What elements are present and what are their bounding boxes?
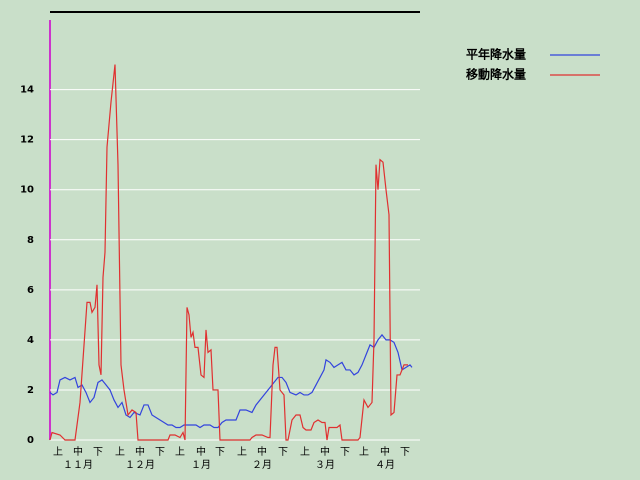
x-tick-label: 下	[215, 447, 225, 458]
x-tick-label: 中	[73, 445, 83, 458]
x-tick-label: 下	[340, 447, 350, 458]
month-label: １２月	[125, 459, 155, 471]
legend-label: 平年降水量	[466, 47, 526, 62]
y-tick-label: 12	[20, 135, 34, 146]
x-tick-label: 中	[135, 445, 145, 458]
series-line	[49, 333, 413, 429]
x-tick-label: 上	[237, 446, 247, 458]
x-tick-label: 中	[320, 445, 330, 458]
month-label: ３月	[315, 459, 335, 471]
y-tick-label: 0	[27, 435, 34, 446]
x-tick-label: 上	[115, 446, 125, 458]
x-tick-label: 下	[278, 447, 288, 458]
legend-label: 移動降水量	[466, 67, 526, 82]
y-tick-label: 2	[27, 385, 34, 396]
x-tick-label: 下	[400, 447, 410, 458]
x-tick-label: 上	[359, 446, 369, 458]
x-tick-label: 上	[175, 446, 185, 458]
month-label: １月	[191, 459, 211, 471]
x-tick-label: 中	[380, 445, 390, 458]
x-tick-label: 上	[53, 446, 63, 458]
y-tick-label: 6	[27, 285, 34, 296]
y-tick-label: 4	[27, 335, 34, 346]
y-tick-label: 14	[20, 85, 34, 96]
y-tick-label: 8	[27, 235, 34, 246]
x-tick-label: 中	[196, 445, 206, 458]
month-label: １１月	[63, 459, 93, 471]
x-tick-label: 中	[257, 445, 267, 458]
month-label: ２月	[252, 459, 272, 471]
x-tick-label: 下	[93, 447, 103, 458]
x-tick-label: 上	[300, 446, 310, 458]
x-tick-label: 下	[155, 447, 165, 458]
series-line	[49, 64, 408, 441]
month-label: ４月	[375, 459, 395, 471]
y-tick-label: 10	[20, 185, 34, 196]
